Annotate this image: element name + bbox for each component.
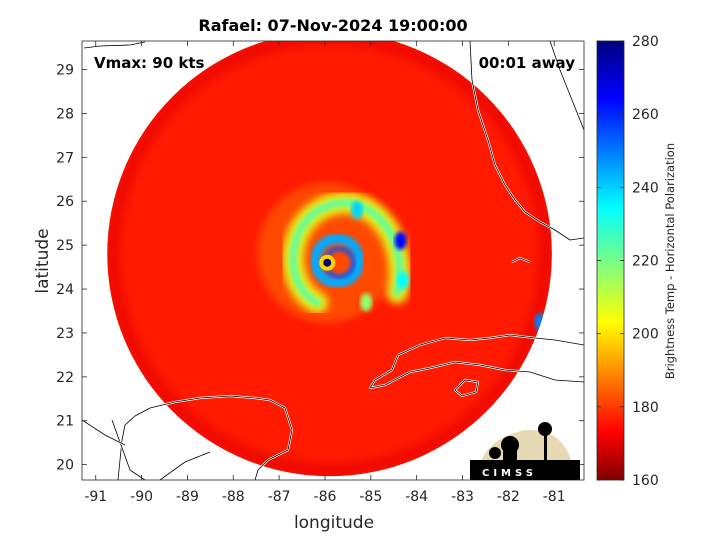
coastline-edge: [149, 395, 293, 480]
cimss-logo: CIMSS: [470, 422, 580, 480]
y-tick-label: 28: [56, 106, 74, 122]
coastline-edge: [469, 41, 584, 241]
coastline-edge: [397, 334, 584, 356]
colorbar-tick-label: 260: [632, 107, 659, 123]
coastline-edge: [369, 354, 584, 389]
y-tick-label: 29: [56, 63, 74, 79]
colorbar-tick-label: 160: [632, 473, 659, 489]
colorbar-tick-label: 180: [632, 400, 659, 416]
x-tick-label: -91: [84, 489, 107, 505]
y-axis: 20 21 22 23 24 25 26 27 28 29: [56, 63, 584, 474]
coastline-edge: [549, 41, 584, 131]
y-tick-label: 24: [56, 282, 74, 298]
colorbar-label: Brightness Temp - Horizontal Polarizatio…: [663, 143, 677, 379]
y-tick-label: 21: [56, 414, 74, 430]
swath: [107, 41, 552, 477]
chart-title: Rafael: 07-Nov-2024 19:00:00: [198, 16, 467, 35]
colorbar-tick-label: 220: [632, 254, 659, 270]
x-tick-label: -81: [543, 489, 566, 505]
swath-edge: [107, 41, 552, 477]
x-tick-label: -88: [222, 489, 245, 505]
colorbar-tick-label: 280: [632, 34, 659, 50]
y-axis-label: latitude: [33, 228, 53, 293]
x-axis-label: longitude: [294, 513, 374, 533]
coastline-edge: [454, 379, 479, 397]
coastline-edge: [511, 257, 531, 263]
x-tick-label: -86: [314, 489, 337, 505]
x-tick-label: -82: [497, 489, 520, 505]
plot-area: [82, 41, 584, 480]
y-tick-label: 27: [56, 150, 74, 166]
y-tick-label: 23: [56, 326, 74, 342]
coastline-edge: [83, 41, 146, 49]
x-axis: -91 -90 -89 -88 -87 -86 -85 -84 -83 -82 -81: [84, 41, 566, 505]
land-outlines: [82, 41, 584, 480]
eyewall: [310, 233, 365, 288]
rainband-cell: [394, 231, 407, 250]
rainband-cell: [360, 293, 373, 312]
colorbar-tick-label: 200: [632, 327, 659, 343]
x-tick-label: -84: [405, 489, 428, 505]
x-tick-label: -87: [268, 489, 291, 505]
x-tick-label: -89: [176, 489, 199, 505]
y-tick-label: 22: [56, 370, 74, 386]
x-tick-label: -83: [451, 489, 474, 505]
rainband-cell: [396, 271, 409, 290]
vmax-label: Vmax: 90 kts: [94, 54, 204, 72]
y-tick-label: 20: [56, 458, 74, 474]
storm-eye-center: [323, 258, 332, 267]
colorbar-tick-label: 240: [632, 180, 659, 196]
time-offset-label: 00:01 away: [479, 54, 576, 72]
x-tick-label: -85: [359, 489, 382, 505]
coastline-edge: [82, 419, 126, 446]
x-tick-label: -90: [130, 489, 153, 505]
spiral-band-core: [289, 198, 404, 307]
coastline-edge: [159, 451, 211, 480]
coastline-edge: [111, 419, 146, 480]
axes-box: [81, 40, 585, 481]
rainband-cell: [351, 201, 364, 220]
colorbar: 160 180 200 220 240 260 280 Brightness Temp - …: [596, 34, 677, 489]
y-tick-label: 25: [56, 238, 74, 254]
logo-text: CIMSS: [482, 468, 537, 479]
y-tick-label: 26: [56, 194, 74, 210]
coastline-edge: [117, 407, 151, 480]
